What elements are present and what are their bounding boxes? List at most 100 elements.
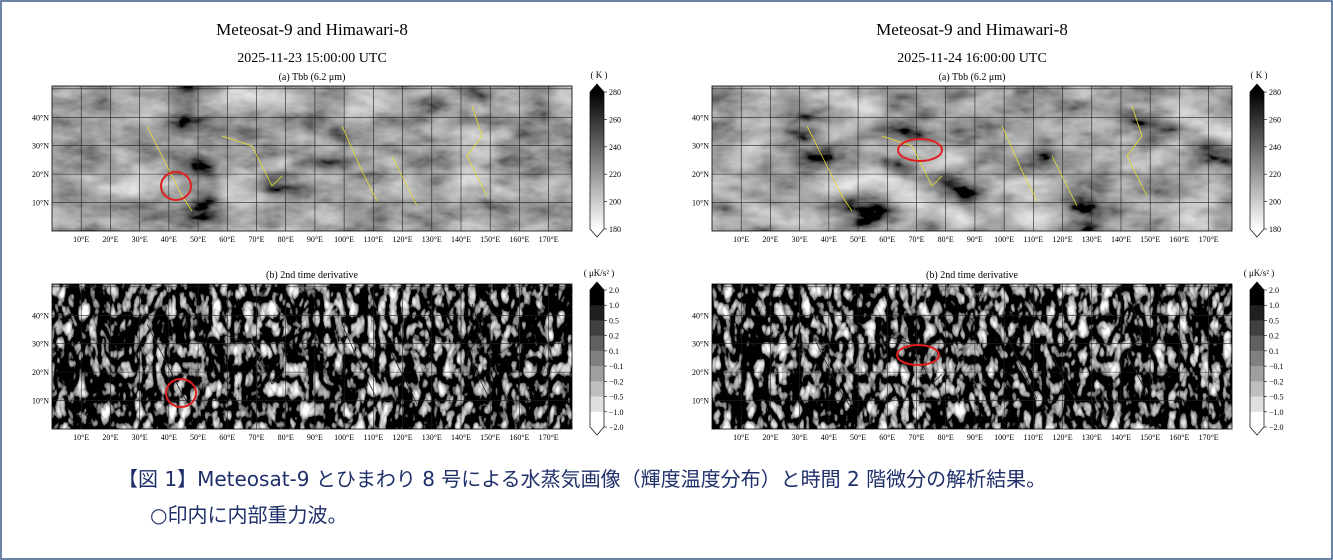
colorbar-label: 260 bbox=[609, 115, 621, 124]
lon-label: 60°E bbox=[879, 433, 895, 442]
lon-label: 20°E bbox=[102, 433, 118, 442]
panel-title: (b) 2nd time derivative bbox=[926, 270, 1018, 281]
lat-label: 40°N bbox=[692, 113, 709, 122]
colorbar-label: 280 bbox=[609, 88, 621, 97]
lon-label: 120°E bbox=[393, 433, 413, 442]
colorbar-band bbox=[1250, 381, 1264, 397]
lon-label: 20°E bbox=[102, 235, 118, 244]
lon-label: 70°E bbox=[908, 433, 924, 442]
colorbar-band bbox=[1250, 305, 1264, 321]
lon-label: 70°E bbox=[908, 235, 924, 244]
lon-label: 110°E bbox=[363, 433, 383, 442]
lon-label: 150°E bbox=[1140, 235, 1160, 244]
lon-label: 60°E bbox=[879, 235, 895, 244]
colorbar-label: 280 bbox=[1269, 88, 1281, 97]
colorbar-label: 2.0 bbox=[1269, 286, 1279, 295]
colorbar-label: 0.1 bbox=[1269, 347, 1279, 356]
lon-label: 140°E bbox=[1111, 235, 1131, 244]
lat-label: 10°N bbox=[32, 199, 49, 208]
lon-label: 130°E bbox=[422, 433, 442, 442]
colorbar-label: −0.5 bbox=[609, 393, 624, 402]
colorbar-label: 260 bbox=[1269, 115, 1281, 124]
lon-label: 170°E bbox=[539, 433, 559, 442]
lat-label: 40°N bbox=[32, 311, 49, 320]
lat-label: 30°N bbox=[692, 340, 709, 349]
panel-title: (a) Tbb (6.2 μm) bbox=[279, 72, 346, 83]
lon-label: 20°E bbox=[762, 433, 778, 442]
lon-label: 120°E bbox=[1053, 433, 1073, 442]
lon-label: 50°E bbox=[190, 235, 206, 244]
colorbar-label: 2.0 bbox=[609, 286, 619, 295]
lon-label: 60°E bbox=[219, 235, 235, 244]
lon-label: 100°E bbox=[334, 433, 354, 442]
colorbar-label: 0.2 bbox=[609, 332, 619, 341]
colorbar-label: −2.0 bbox=[609, 423, 624, 432]
lon-label: 130°E bbox=[1082, 235, 1102, 244]
lon-label: 140°E bbox=[1111, 433, 1131, 442]
colorbar-label: 0.5 bbox=[609, 316, 619, 325]
colorbar-label: −0.5 bbox=[1269, 393, 1284, 402]
colorbar-label: 0.5 bbox=[1269, 316, 1279, 325]
colorbar-label: 220 bbox=[609, 170, 621, 179]
colorbar-band bbox=[1250, 397, 1264, 413]
lon-label: 100°E bbox=[994, 235, 1014, 244]
satellite-image bbox=[712, 86, 1232, 231]
satellite-image bbox=[52, 284, 572, 429]
colorbar-band bbox=[590, 336, 604, 352]
colorbar-label: −1.0 bbox=[609, 408, 624, 417]
lat-label: 20°N bbox=[692, 170, 709, 179]
figure-datetime: 2025-11-24 16:00:00 UTC bbox=[897, 51, 1047, 66]
lon-label: 110°E bbox=[1023, 235, 1043, 244]
colorbar-label: −0.1 bbox=[609, 362, 624, 371]
lon-label: 130°E bbox=[422, 235, 442, 244]
colorbar-band bbox=[1250, 366, 1264, 382]
colorbar-band bbox=[1250, 290, 1264, 306]
colorbar-band bbox=[590, 366, 604, 382]
lon-label: 90°E bbox=[307, 433, 323, 442]
lon-label: 150°E bbox=[1140, 433, 1160, 442]
lat-label: 30°N bbox=[32, 142, 49, 151]
lon-label: 110°E bbox=[363, 235, 383, 244]
lat-label: 40°N bbox=[32, 113, 49, 122]
lon-label: 160°E bbox=[509, 235, 529, 244]
colorbar-band bbox=[590, 305, 604, 321]
colorbar-label: −0.2 bbox=[609, 377, 624, 386]
figure-page: 【図 1】Meteosat-9 とひまわり 8 号による水蒸気画像（輝度温度分布… bbox=[0, 0, 1333, 560]
lon-label: 30°E bbox=[792, 433, 808, 442]
colorbar-band bbox=[590, 320, 604, 336]
lon-label: 40°E bbox=[161, 235, 177, 244]
colorbar-unit: ( K ) bbox=[591, 70, 608, 80]
colorbar-label: 240 bbox=[1269, 143, 1281, 152]
colorbar-band bbox=[1250, 320, 1264, 336]
lon-label: 160°E bbox=[1169, 235, 1189, 244]
figure-title: Meteosat-9 and Himawari-8 bbox=[216, 20, 408, 39]
lon-label: 140°E bbox=[451, 433, 471, 442]
satellite-image bbox=[712, 284, 1232, 429]
lon-label: 50°E bbox=[850, 235, 866, 244]
lon-label: 170°E bbox=[539, 235, 559, 244]
lon-label: 140°E bbox=[451, 235, 471, 244]
caption-line: ○印内に内部重力波。 bbox=[150, 503, 347, 527]
lon-label: 150°E bbox=[480, 235, 500, 244]
colorbar-label: −0.1 bbox=[1269, 362, 1284, 371]
colorbar-band bbox=[1250, 351, 1264, 367]
satellite-image bbox=[52, 86, 572, 231]
lon-label: 100°E bbox=[994, 433, 1014, 442]
colorbar-label: 180 bbox=[609, 225, 621, 234]
colorbar-label: 0.2 bbox=[1269, 332, 1279, 341]
lon-label: 120°E bbox=[1053, 235, 1073, 244]
colorbar-unit: ( K ) bbox=[1251, 70, 1268, 80]
lon-label: 20°E bbox=[762, 235, 778, 244]
colorbar-label: 0.1 bbox=[609, 347, 619, 356]
colorbar-label: −1.0 bbox=[1269, 408, 1284, 417]
lon-label: 50°E bbox=[850, 433, 866, 442]
colorbar-label: 200 bbox=[609, 198, 621, 207]
lon-label: 70°E bbox=[248, 433, 264, 442]
lon-label: 80°E bbox=[938, 433, 954, 442]
panel-title: (a) Tbb (6.2 μm) bbox=[939, 72, 1006, 83]
figure-title: Meteosat-9 and Himawari-8 bbox=[876, 20, 1068, 39]
lon-label: 160°E bbox=[1169, 433, 1189, 442]
lat-label: 10°N bbox=[32, 397, 49, 406]
colorbar-band bbox=[590, 381, 604, 397]
lon-label: 30°E bbox=[792, 235, 808, 244]
